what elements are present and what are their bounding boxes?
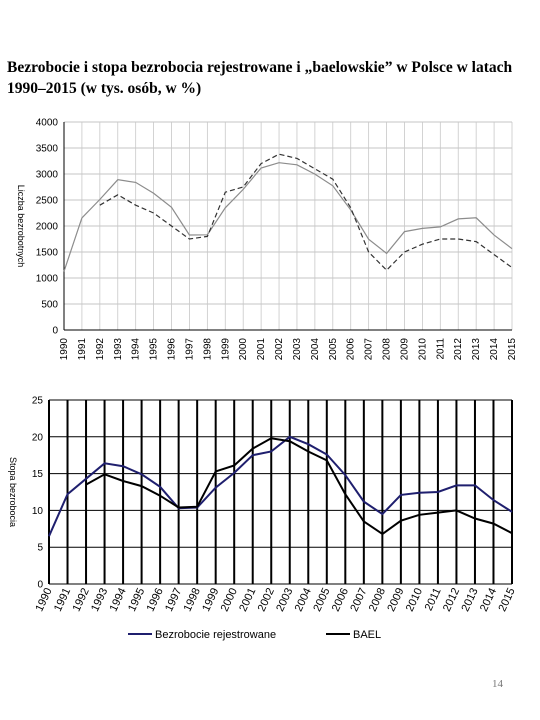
x-tick-label: 2014 xyxy=(478,586,499,613)
x-tick-label: 1991 xyxy=(52,586,73,613)
y-tick-label: 4000 xyxy=(36,118,59,129)
x-tick-label: 1994 xyxy=(131,338,142,361)
y-tick-label: 2500 xyxy=(36,196,59,207)
x-tick-label: 1997 xyxy=(163,586,184,613)
x-tick-label: 2006 xyxy=(346,338,357,361)
y-tick-label: 1500 xyxy=(36,248,59,259)
x-tick-label: 1992 xyxy=(95,338,106,361)
x-tick-label: 1994 xyxy=(108,586,129,613)
y-tick-label: 3500 xyxy=(36,144,59,155)
x-tick-label: 1995 xyxy=(149,338,160,361)
x-tick-label: 2011 xyxy=(435,338,446,360)
x-tick-label: 1996 xyxy=(167,338,178,361)
x-tick-label: 1999 xyxy=(220,338,231,361)
series-line xyxy=(85,437,513,536)
x-tick-label: 1995 xyxy=(126,586,147,613)
x-tick-label: 2002 xyxy=(274,338,285,361)
x-tick-label: 1990 xyxy=(59,338,70,361)
y-tick-label: 0 xyxy=(37,580,43,591)
x-tick-label: 2000 xyxy=(238,338,249,361)
y-tick-label: 3000 xyxy=(36,170,59,181)
legend-label: BAEL xyxy=(353,629,381,641)
series-line xyxy=(99,153,513,272)
x-tick-label: 1992 xyxy=(71,586,92,613)
x-tick-label: 2001 xyxy=(256,338,267,361)
legend-label: Bezrobocie rejestrowane xyxy=(155,629,276,641)
x-tick-label: 2009 xyxy=(385,586,406,613)
x-tick-label: 2004 xyxy=(293,586,314,613)
x-tick-label: 2005 xyxy=(311,586,332,613)
x-tick-label: 2000 xyxy=(219,586,240,613)
y-tick-label: 0 xyxy=(52,326,58,337)
x-tick-label: 2014 xyxy=(489,338,500,361)
y-axis-title: Stopa bezrobocia xyxy=(8,457,18,527)
x-tick-label: 2008 xyxy=(382,338,393,361)
x-tick-label: 2008 xyxy=(367,586,388,613)
x-tick-label: 2002 xyxy=(256,586,277,613)
x-tick-label: 1991 xyxy=(77,338,88,361)
x-tick-label: 2013 xyxy=(459,586,480,613)
x-tick-label: 2010 xyxy=(417,338,428,361)
x-tick-label: 2015 xyxy=(507,338,518,361)
page-title: Bezrobocie i stopa bezrobocia rejestrowa… xyxy=(7,59,513,97)
y-axis-title: Liczba bezrobotnych xyxy=(16,185,26,268)
x-tick-label: 1999 xyxy=(200,586,221,613)
series-line xyxy=(63,162,513,272)
x-tick-label: 1997 xyxy=(184,338,195,361)
x-tick-label: 2007 xyxy=(364,338,375,361)
x-tick-label: 1993 xyxy=(89,586,110,613)
x-tick-label: 1998 xyxy=(202,338,213,361)
x-tick-label: 2012 xyxy=(441,586,462,613)
x-tick-label: 1996 xyxy=(145,586,166,613)
x-tick-label: 1998 xyxy=(182,586,203,613)
x-tick-label: 2001 xyxy=(237,586,258,613)
x-tick-label: 2003 xyxy=(292,338,303,361)
y-tick-label: 15 xyxy=(32,469,44,480)
y-tick-label: 10 xyxy=(32,506,44,517)
y-tick-label: 5 xyxy=(37,543,43,554)
x-tick-label: 2009 xyxy=(399,338,410,361)
x-tick-label: 2013 xyxy=(471,338,482,361)
page-number: 14 xyxy=(492,678,503,690)
x-tick-label: 2010 xyxy=(404,586,425,613)
y-tick-label: 25 xyxy=(32,396,44,407)
x-tick-label: 2006 xyxy=(330,586,351,613)
x-tick-label: 1993 xyxy=(113,338,124,361)
y-tick-label: 2000 xyxy=(36,222,59,233)
x-tick-label: 2005 xyxy=(328,338,339,361)
y-tick-label: 500 xyxy=(41,300,58,311)
x-tick-label: 2004 xyxy=(310,338,321,361)
series-line xyxy=(48,435,513,537)
y-tick-label: 1000 xyxy=(36,274,59,285)
x-tick-label: 2003 xyxy=(274,586,295,613)
y-tick-label: 20 xyxy=(32,432,44,443)
x-tick-label: 2015 xyxy=(496,586,517,613)
x-tick-label: 2012 xyxy=(453,338,464,361)
x-tick-label: 2007 xyxy=(348,586,369,613)
